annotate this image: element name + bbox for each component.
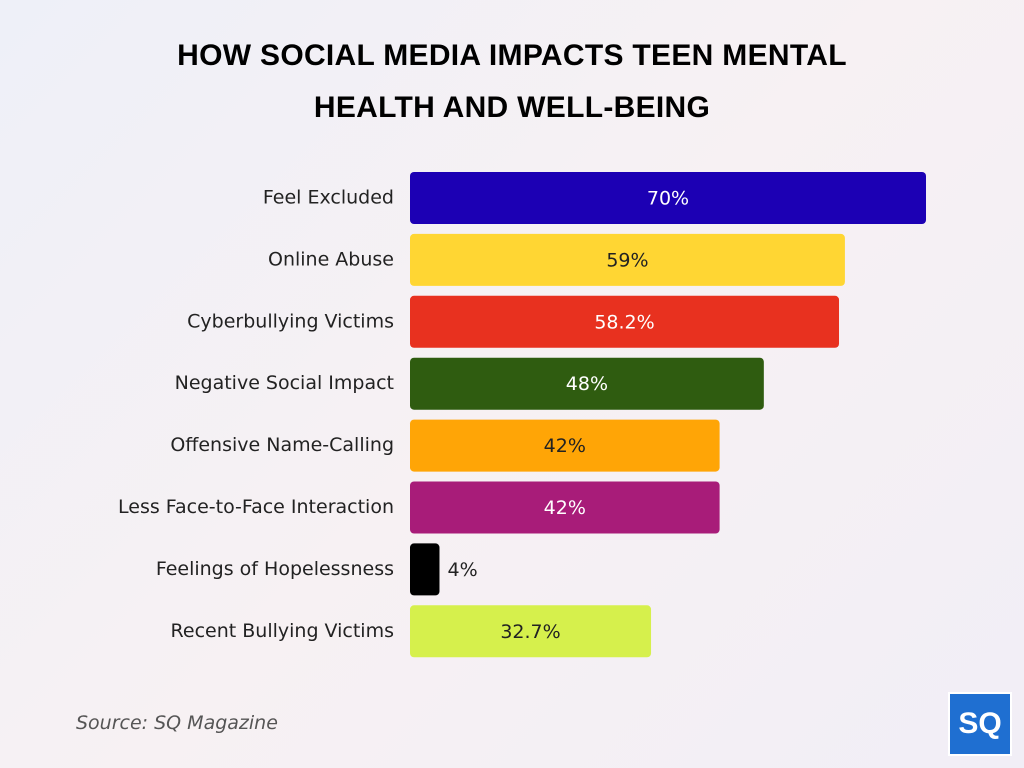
category-label: Online Abuse	[268, 248, 394, 270]
value-label: 59%	[606, 249, 648, 271]
category-label: Offensive Name-Calling	[170, 434, 394, 456]
value-label: 70%	[647, 188, 689, 210]
category-label: Recent Bullying Victims	[171, 620, 394, 642]
bar	[410, 295, 840, 348]
chart-title: HOW SOCIAL MEDIA IMPACTS TEEN MENTAL HEA…	[177, 39, 847, 124]
category-label: Feel Excluded	[263, 187, 394, 209]
value-label: 32.7%	[500, 621, 560, 643]
source: Source: SQ Magazine	[76, 712, 278, 734]
value-label: 42%	[544, 497, 586, 519]
bar	[410, 605, 652, 658]
bar	[410, 481, 720, 534]
logo: SQ	[948, 692, 1012, 756]
bar	[410, 233, 845, 286]
bar	[410, 172, 926, 224]
category-label: Less Face-to-Face Interaction	[118, 496, 394, 518]
bar	[410, 419, 720, 472]
value-label: 58.2%	[594, 311, 654, 333]
bar	[410, 543, 440, 596]
value-label: 48%	[566, 373, 608, 395]
category-label: Feelings of Hopelessness	[156, 558, 394, 580]
value-label: 4%	[447, 559, 477, 581]
category-label: Cyberbullying Victims	[187, 310, 394, 332]
value-label: 42%	[544, 435, 586, 457]
category-label: Negative Social Impact	[175, 372, 394, 394]
bar	[410, 357, 764, 410]
